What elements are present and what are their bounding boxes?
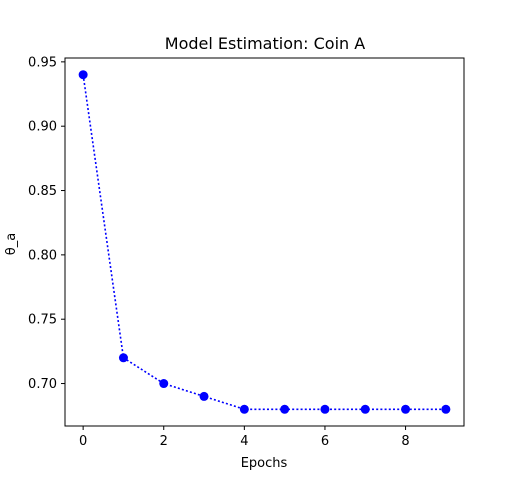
- x-axis-label: Epochs: [241, 456, 288, 471]
- x-tick-label: 8: [401, 434, 409, 449]
- data-point: [239, 404, 249, 414]
- plot-frame: [64, 57, 465, 427]
- data-point: [159, 379, 169, 389]
- data-point: [280, 404, 290, 414]
- y-axis-ticks: 0.70 0.75 0.80 0.85 0.90 0.95: [28, 55, 65, 392]
- y-tick-label: 0.90: [28, 120, 57, 135]
- data-point: [118, 353, 128, 363]
- chart-title: Model Estimation: Coin A: [165, 34, 365, 53]
- series-line: [82, 74, 446, 411]
- data-point: [401, 404, 411, 414]
- y-axis-label: θ_a: [4, 233, 19, 255]
- data-point: [360, 404, 370, 414]
- y-tick-label: 0.85: [28, 184, 57, 199]
- data-point: [441, 404, 451, 414]
- x-tick-label: 6: [321, 434, 329, 449]
- data-point: [320, 404, 330, 414]
- series-layer: [78, 70, 451, 414]
- x-tick-label: 0: [79, 434, 87, 449]
- y-tick-label: 0.95: [28, 55, 57, 70]
- x-tick-label: 4: [240, 434, 248, 449]
- y-tick-label: 0.80: [28, 248, 57, 263]
- data-point: [78, 70, 88, 80]
- x-axis-ticks: 0 2 4 6 8: [79, 426, 410, 449]
- data-point: [199, 391, 209, 401]
- x-tick-label: 2: [160, 434, 168, 449]
- y-tick-label: 0.70: [28, 377, 57, 392]
- y-tick-label: 0.75: [28, 313, 57, 328]
